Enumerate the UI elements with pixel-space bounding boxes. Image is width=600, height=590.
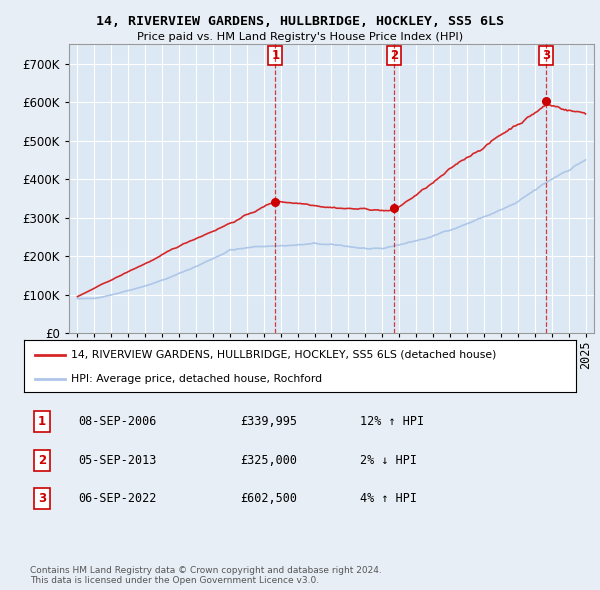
Text: 2% ↓ HPI: 2% ↓ HPI bbox=[360, 454, 417, 467]
Text: 05-SEP-2013: 05-SEP-2013 bbox=[78, 454, 157, 467]
Text: 14, RIVERVIEW GARDENS, HULLBRIDGE, HOCKLEY, SS5 6LS: 14, RIVERVIEW GARDENS, HULLBRIDGE, HOCKL… bbox=[96, 15, 504, 28]
Text: 06-SEP-2022: 06-SEP-2022 bbox=[78, 492, 157, 505]
Text: £325,000: £325,000 bbox=[240, 454, 297, 467]
Text: 2: 2 bbox=[38, 454, 46, 467]
Text: 12% ↑ HPI: 12% ↑ HPI bbox=[360, 415, 424, 428]
Text: 14, RIVERVIEW GARDENS, HULLBRIDGE, HOCKLEY, SS5 6LS (detached house): 14, RIVERVIEW GARDENS, HULLBRIDGE, HOCKL… bbox=[71, 350, 496, 360]
Text: £602,500: £602,500 bbox=[240, 492, 297, 505]
Text: 3: 3 bbox=[38, 492, 46, 505]
Text: 4% ↑ HPI: 4% ↑ HPI bbox=[360, 492, 417, 505]
Text: Price paid vs. HM Land Registry's House Price Index (HPI): Price paid vs. HM Land Registry's House … bbox=[137, 32, 463, 42]
Text: 3: 3 bbox=[542, 48, 550, 61]
Text: 1: 1 bbox=[38, 415, 46, 428]
Text: Contains HM Land Registry data © Crown copyright and database right 2024.
This d: Contains HM Land Registry data © Crown c… bbox=[30, 566, 382, 585]
Text: HPI: Average price, detached house, Rochford: HPI: Average price, detached house, Roch… bbox=[71, 375, 322, 384]
Text: 1: 1 bbox=[271, 48, 280, 61]
Text: 2: 2 bbox=[390, 48, 398, 61]
Text: 08-SEP-2006: 08-SEP-2006 bbox=[78, 415, 157, 428]
Text: £339,995: £339,995 bbox=[240, 415, 297, 428]
